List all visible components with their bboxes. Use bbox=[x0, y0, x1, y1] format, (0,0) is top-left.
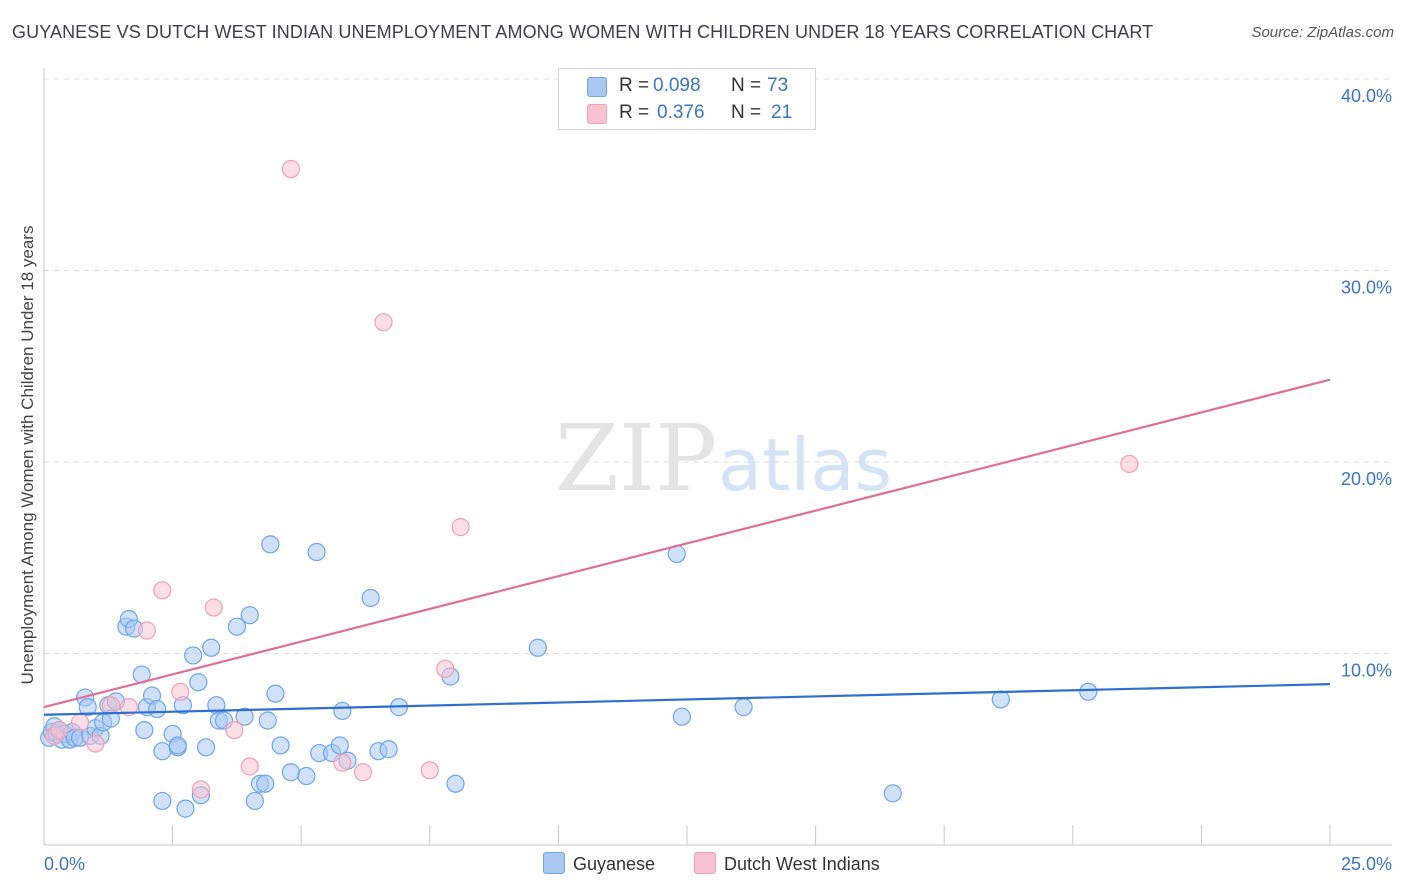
guyanese-point bbox=[271, 736, 290, 755]
dutch-west-indians-point bbox=[86, 734, 105, 753]
guyanese-point bbox=[297, 766, 316, 786]
dutch-west-indians-point bbox=[374, 313, 393, 332]
bottom-legend-label-dutch-west-indians: Dutch West Indians bbox=[724, 854, 880, 874]
y-tick-label: 20.0% bbox=[1341, 469, 1392, 489]
bottom-legend-label-guyanese: Guyanese bbox=[573, 854, 656, 874]
guyanese-point bbox=[196, 738, 216, 757]
guyanese-point bbox=[333, 701, 352, 721]
legend-r-label: R = bbox=[619, 102, 650, 123]
guyanese-point bbox=[78, 698, 97, 717]
guyanese-point bbox=[148, 699, 167, 719]
bottom-legend-swatch-dutch-west-indians bbox=[694, 852, 716, 874]
dutch-west-indians-point bbox=[333, 753, 352, 772]
source-label: Source: ZipAtlas.com bbox=[1251, 24, 1394, 41]
guyanese-point bbox=[261, 535, 280, 554]
guyanese-point bbox=[672, 707, 691, 726]
guyanese-point bbox=[991, 690, 1010, 709]
x-tick-label-min: 0.0% bbox=[44, 854, 85, 874]
legend-r-value: 0.098 bbox=[653, 75, 701, 96]
y-tick-label: 10.0% bbox=[1341, 661, 1392, 681]
legend-n-value: 21 bbox=[771, 102, 793, 123]
bottom-legend-dutch-west-indians: Dutch West Indians bbox=[694, 852, 880, 875]
guyanese-point bbox=[168, 736, 187, 755]
axes bbox=[43, 68, 1392, 846]
dutch-west-indians-point bbox=[171, 682, 190, 701]
guyanese-point bbox=[528, 638, 547, 657]
guyanese-point bbox=[266, 684, 285, 703]
legend-n-label: N = bbox=[731, 75, 762, 96]
dutch-west-indians-point bbox=[436, 659, 455, 678]
guyanese-point bbox=[379, 740, 398, 759]
guyanese-point bbox=[227, 617, 246, 636]
guyanese-point bbox=[258, 711, 277, 730]
x-tick-label-max: 25.0% bbox=[1341, 854, 1392, 874]
dutch-west-indians-point bbox=[420, 761, 439, 780]
legend-n-value: 73 bbox=[767, 75, 789, 96]
guyanese-point bbox=[240, 606, 259, 625]
watermark: ZIP atlas bbox=[555, 405, 892, 512]
dutch-west-indians-point bbox=[225, 720, 244, 740]
legend-r-value: 0.376 bbox=[657, 102, 705, 123]
stats-legend: R = 0.098 N = 73 R = 0.376 N = 21 bbox=[558, 68, 816, 130]
dutch-west-indians-point bbox=[101, 696, 120, 715]
guyanese-point bbox=[361, 588, 380, 608]
y-tick-labels: 10.0% 20.0% 30.0% 40.0% bbox=[1341, 86, 1392, 681]
dutch-west-indians-point bbox=[191, 780, 210, 799]
guyanese-point bbox=[184, 646, 203, 665]
guyanese-point bbox=[1079, 682, 1098, 701]
legend-swatch-dutch-west-indians bbox=[587, 104, 607, 124]
guyanese-point bbox=[256, 774, 275, 793]
guyanese-point bbox=[307, 542, 326, 562]
trend-lines bbox=[43, 378, 1331, 716]
chart-title: GUYANESE VS DUTCH WEST INDIAN UNEMPLOYME… bbox=[12, 22, 1154, 42]
legend-r-label: R = bbox=[619, 75, 650, 96]
guyanese-point bbox=[202, 638, 221, 657]
dutch-west-indians-point bbox=[137, 621, 156, 640]
dutch-west-indians-point bbox=[281, 159, 301, 179]
dutch-west-indians-point bbox=[353, 763, 373, 782]
guyanese-point bbox=[883, 784, 902, 803]
x-ticks bbox=[43, 825, 1331, 845]
guyanese-point bbox=[235, 707, 254, 726]
data-points bbox=[40, 159, 1139, 818]
guyanese-point bbox=[176, 799, 195, 818]
legend-swatch-guyanese bbox=[587, 77, 607, 97]
y-tick-label: 40.0% bbox=[1341, 86, 1392, 106]
guyanese-point bbox=[153, 742, 172, 761]
guyanese-trend-line bbox=[43, 683, 1331, 716]
bottom-legend-guyanese: Guyanese bbox=[543, 852, 655, 875]
watermark-atlas: atlas bbox=[718, 423, 892, 507]
dutch-west-indians-point bbox=[153, 581, 172, 600]
dutch-west-indians-point bbox=[204, 598, 223, 617]
guyanese-point bbox=[189, 673, 208, 692]
watermark-zip: ZIP bbox=[555, 405, 717, 512]
legend-n-label: N = bbox=[731, 102, 762, 123]
guyanese-point bbox=[330, 736, 349, 755]
bottom-legend-swatch-guyanese bbox=[543, 852, 565, 874]
dutch-west-indians-point bbox=[240, 757, 259, 776]
dutch-west-indians-point bbox=[50, 720, 69, 740]
dutch-west-indians-point bbox=[1120, 454, 1139, 474]
dutch-west-indians-trend-line bbox=[43, 378, 1331, 709]
dutch-west-indians-point bbox=[119, 698, 138, 717]
guyanese-point bbox=[153, 791, 172, 811]
guyanese-point bbox=[734, 698, 753, 717]
guyanese-point bbox=[281, 763, 301, 782]
grid bbox=[44, 78, 1392, 654]
dutch-west-indians-point bbox=[70, 713, 90, 732]
y-tick-label: 30.0% bbox=[1341, 278, 1392, 298]
guyanese-point bbox=[245, 791, 265, 811]
guyanese-point bbox=[446, 774, 465, 793]
guyanese-point bbox=[135, 720, 154, 740]
dutch-west-indians-point bbox=[451, 518, 470, 537]
